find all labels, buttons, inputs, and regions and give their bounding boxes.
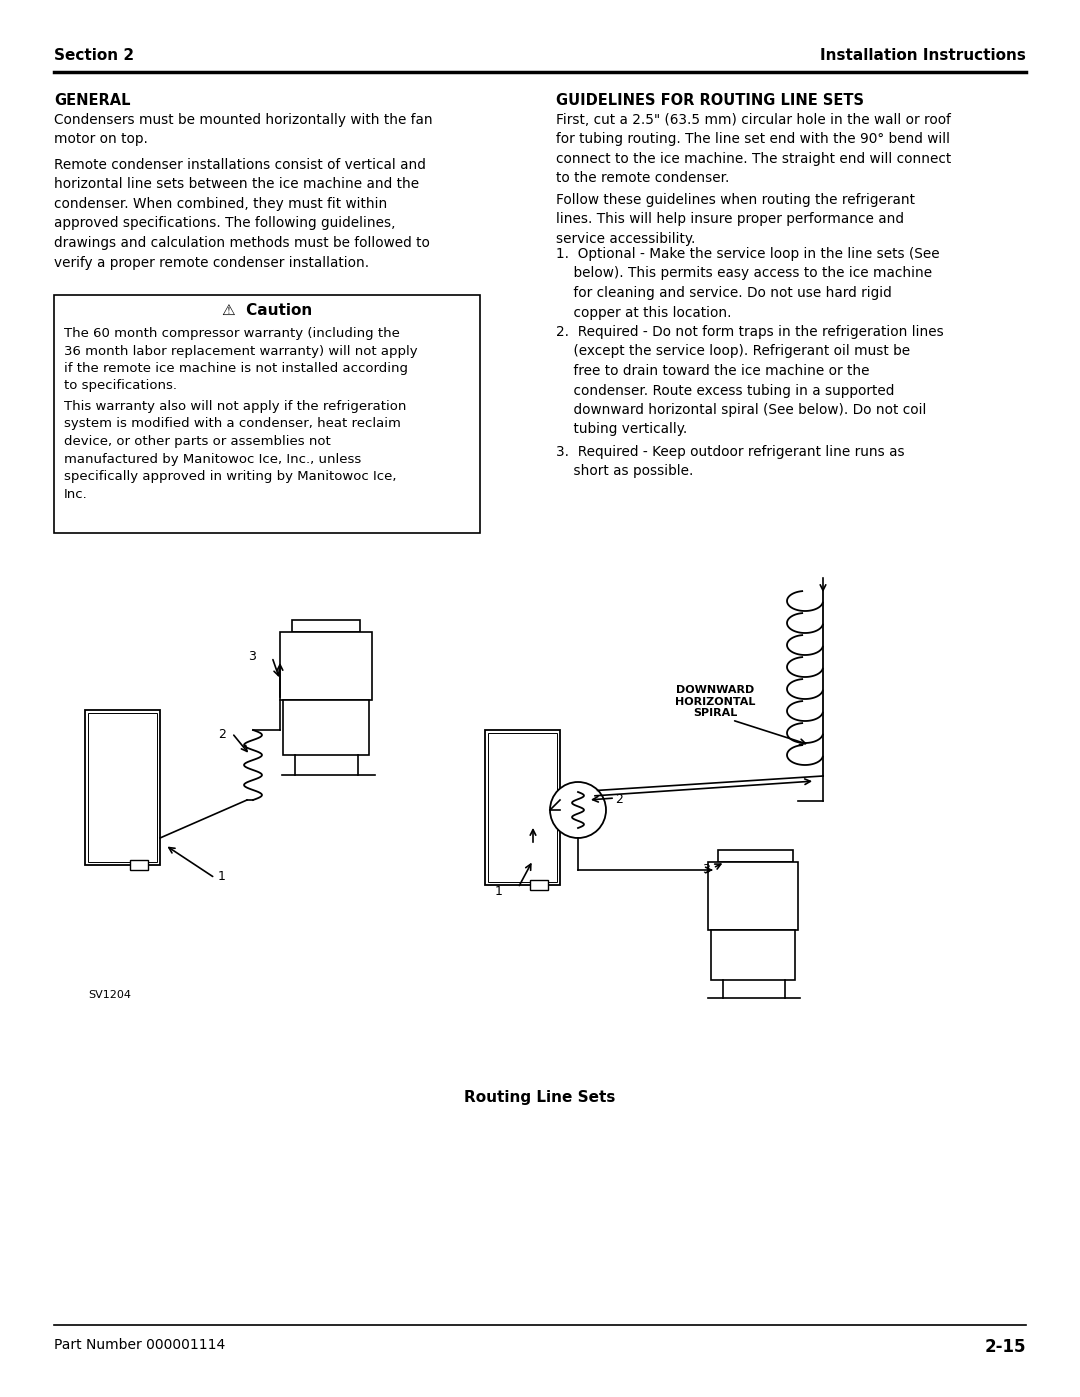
Text: 3.  Required - Keep outdoor refrigerant line runs as
    short as possible.: 3. Required - Keep outdoor refrigerant l… (556, 446, 905, 479)
Bar (488, 733, 557, 882)
Circle shape (550, 782, 606, 838)
Bar (87, 712, 157, 862)
Bar (708, 862, 798, 930)
Bar (130, 861, 148, 870)
Text: 2-15: 2-15 (985, 1338, 1026, 1356)
Text: Remote condenser installations consist of vertical and
horizontal line sets betw: Remote condenser installations consist o… (54, 158, 430, 270)
Text: Condensers must be mounted horizontally with the fan
motor on top.: Condensers must be mounted horizontally … (54, 113, 433, 147)
Text: The 60 month compressor warranty (including the
36 month labor replacement warra: The 60 month compressor warranty (includ… (64, 327, 418, 393)
Text: ⚠  Caution: ⚠ Caution (221, 303, 312, 319)
Text: 1: 1 (495, 886, 503, 898)
Bar (485, 731, 561, 886)
Text: 3: 3 (702, 863, 710, 876)
Text: SV1204: SV1204 (87, 990, 131, 1000)
Bar (85, 710, 160, 865)
Bar (280, 631, 372, 700)
Bar (711, 930, 795, 981)
Text: 2.  Required - Do not form traps in the refrigeration lines
    (except the serv: 2. Required - Do not form traps in the r… (556, 326, 944, 436)
Text: 1.  Optional - Make the service loop in the line sets (See
    below). This perm: 1. Optional - Make the service loop in t… (556, 247, 940, 320)
Bar (283, 700, 369, 754)
Text: Section 2: Section 2 (54, 47, 134, 63)
Bar (292, 620, 360, 631)
Text: 2: 2 (615, 793, 623, 806)
Bar (718, 849, 793, 862)
Text: 1: 1 (218, 870, 226, 883)
Bar (54, 295, 480, 534)
Text: Installation Instructions: Installation Instructions (820, 47, 1026, 63)
Text: Part Number 000001114: Part Number 000001114 (54, 1338, 226, 1352)
Text: Routing Line Sets: Routing Line Sets (464, 1090, 616, 1105)
Text: 2: 2 (218, 728, 226, 740)
Text: 3: 3 (248, 650, 256, 664)
Text: First, cut a 2.5" (63.5 mm) circular hole in the wall or roof
for tubing routing: First, cut a 2.5" (63.5 mm) circular hol… (556, 113, 951, 186)
Text: DOWNWARD
HORIZONTAL
SPIRAL: DOWNWARD HORIZONTAL SPIRAL (675, 685, 755, 718)
Text: GENERAL: GENERAL (54, 94, 131, 108)
Text: This warranty also will not apply if the refrigeration
system is modified with a: This warranty also will not apply if the… (64, 400, 406, 500)
Text: Follow these guidelines when routing the refrigerant
lines. This will help insur: Follow these guidelines when routing the… (556, 193, 915, 246)
Bar (530, 880, 548, 890)
Text: GUIDELINES FOR ROUTING LINE SETS: GUIDELINES FOR ROUTING LINE SETS (556, 94, 864, 108)
